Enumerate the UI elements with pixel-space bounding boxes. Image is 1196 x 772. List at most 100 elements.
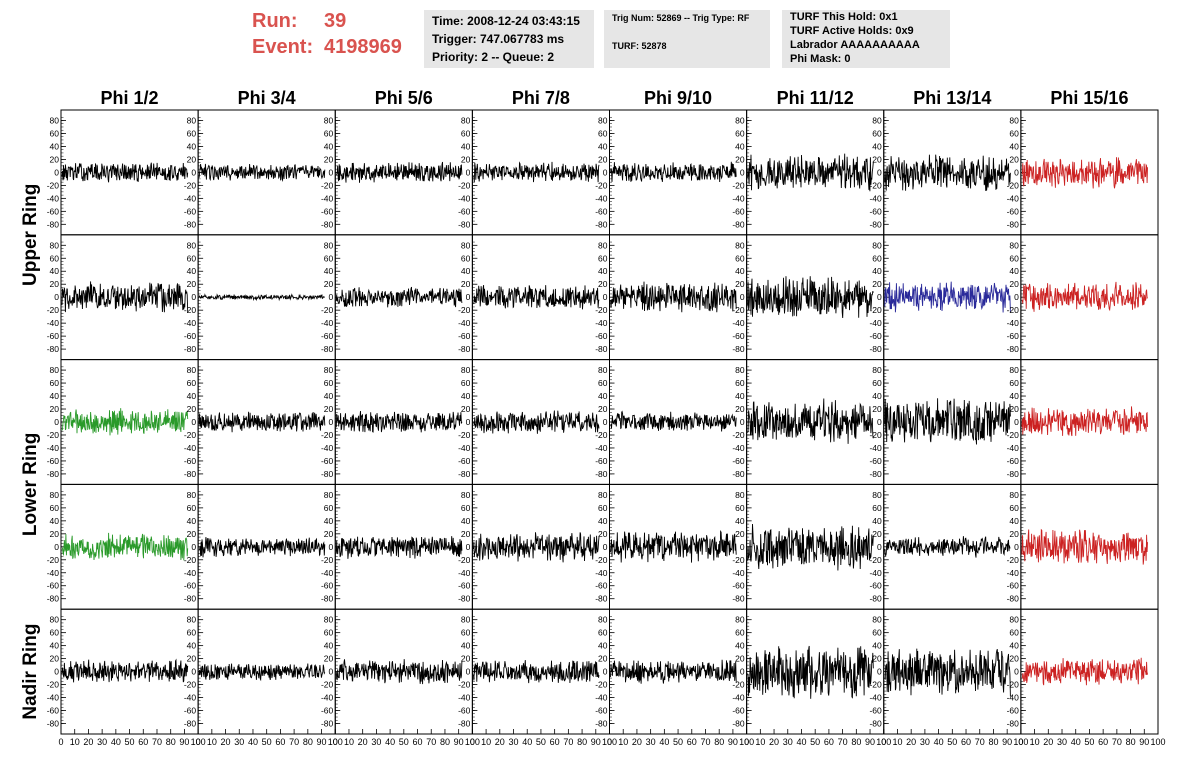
y-tick-label: 60 bbox=[1009, 378, 1019, 388]
waveform-trace-r4-c2 bbox=[198, 537, 326, 558]
y-tick-label: -80 bbox=[595, 344, 608, 354]
y-tick-label: 40 bbox=[50, 641, 60, 651]
y-tick-label: 20 bbox=[1009, 654, 1019, 664]
y-tick-label: 40 bbox=[187, 141, 197, 151]
y-tick-label: 80 bbox=[1009, 490, 1019, 500]
y-tick-label: 20 bbox=[1009, 279, 1019, 289]
y-tick-label: 40 bbox=[461, 391, 471, 401]
y-tick-label: 80 bbox=[735, 365, 745, 375]
y-tick-label: 60 bbox=[50, 628, 60, 638]
y-tick-label: 80 bbox=[1009, 240, 1019, 250]
x-tick-label: 0 bbox=[607, 737, 612, 747]
y-tick-label: 80 bbox=[872, 490, 882, 500]
y-tick-label: -80 bbox=[321, 219, 334, 229]
y-tick-label: 20 bbox=[598, 154, 608, 164]
y-tick-label: 40 bbox=[1009, 266, 1019, 276]
y-tick-label: 40 bbox=[872, 641, 882, 651]
column-title-7: Phi 13/14 bbox=[913, 88, 991, 108]
x-tick-label: 20 bbox=[221, 737, 231, 747]
x-tick-label: 20 bbox=[906, 737, 916, 747]
y-tick-label: 0 bbox=[740, 417, 745, 427]
x-tick-label: 20 bbox=[358, 737, 368, 747]
y-tick-label: 40 bbox=[50, 266, 60, 276]
column-title-2: Phi 3/4 bbox=[238, 88, 296, 108]
time-text: Time: 2008-12-24 03:43:15 bbox=[432, 14, 580, 28]
y-tick-label: 0 bbox=[191, 417, 196, 427]
x-tick-label: 80 bbox=[577, 737, 587, 747]
y-tick-label: -60 bbox=[47, 581, 60, 591]
x-tick-label: 90 bbox=[1139, 737, 1149, 747]
y-tick-label: 40 bbox=[187, 641, 197, 651]
y-tick-label: -60 bbox=[595, 706, 608, 716]
y-tick-label: -20 bbox=[1007, 555, 1020, 565]
x-tick-label: 40 bbox=[659, 737, 669, 747]
waveform-trace-r5-c4 bbox=[472, 660, 600, 684]
y-tick-label: 60 bbox=[598, 128, 608, 138]
y-tick-label: 0 bbox=[877, 167, 882, 177]
y-tick-label: 0 bbox=[54, 167, 59, 177]
x-tick-label: 40 bbox=[934, 737, 944, 747]
y-tick-label: 60 bbox=[872, 128, 882, 138]
y-tick-label: 80 bbox=[50, 365, 60, 375]
y-tick-label: 20 bbox=[461, 279, 471, 289]
y-tick-label: -40 bbox=[1007, 693, 1020, 703]
y-tick-label: -40 bbox=[595, 318, 608, 328]
x-tick-label: 80 bbox=[166, 737, 176, 747]
y-tick-label: 0 bbox=[603, 417, 608, 427]
y-tick-label: 80 bbox=[872, 240, 882, 250]
y-tick-label: 60 bbox=[872, 503, 882, 513]
x-tick-label: 20 bbox=[495, 737, 505, 747]
y-tick-label: -80 bbox=[458, 469, 471, 479]
y-tick-label: 0 bbox=[191, 292, 196, 302]
y-tick-label: -20 bbox=[869, 555, 882, 565]
y-tick-label: 20 bbox=[187, 654, 197, 664]
y-tick-label: 40 bbox=[187, 266, 197, 276]
waveform-trace-r1-c7 bbox=[884, 154, 1011, 191]
run-event-header: Run: 39 Event: 4198969 bbox=[252, 8, 422, 68]
x-tick-label: 0 bbox=[58, 737, 63, 747]
y-tick-label: -60 bbox=[184, 206, 197, 216]
y-tick-label: -20 bbox=[595, 180, 608, 190]
x-tick-label: 20 bbox=[769, 737, 779, 747]
y-tick-label: 0 bbox=[1014, 167, 1019, 177]
waveform-trace-r1-c5 bbox=[610, 161, 737, 183]
y-tick-label: -80 bbox=[595, 719, 608, 729]
y-tick-label: -80 bbox=[732, 469, 745, 479]
x-tick-label: 40 bbox=[796, 737, 806, 747]
x-tick-label: 10 bbox=[892, 737, 902, 747]
y-tick-label: 40 bbox=[598, 516, 608, 526]
y-tick-label: 40 bbox=[1009, 141, 1019, 151]
y-tick-label: 0 bbox=[1014, 292, 1019, 302]
y-tick-label: 20 bbox=[187, 154, 197, 164]
y-tick-label: -60 bbox=[184, 456, 197, 466]
y-tick-label: 60 bbox=[735, 378, 745, 388]
y-tick-label: 80 bbox=[1009, 115, 1019, 125]
y-tick-label: 40 bbox=[187, 516, 197, 526]
y-tick-label: 40 bbox=[461, 516, 471, 526]
y-tick-label: 20 bbox=[872, 529, 882, 539]
y-tick-label: -80 bbox=[458, 594, 471, 604]
waveform-trace-r5-c3 bbox=[335, 659, 463, 685]
y-tick-label: -20 bbox=[458, 430, 471, 440]
y-tick-label: -80 bbox=[732, 594, 745, 604]
y-tick-label: 60 bbox=[324, 503, 334, 513]
y-tick-label: 60 bbox=[461, 128, 471, 138]
y-tick-label: 60 bbox=[735, 628, 745, 638]
y-tick-label: 40 bbox=[598, 641, 608, 651]
x-tick-label: 40 bbox=[522, 737, 532, 747]
y-tick-label: 80 bbox=[598, 240, 608, 250]
y-tick-label: 20 bbox=[735, 654, 745, 664]
y-tick-label: 40 bbox=[50, 391, 60, 401]
row-title-3: Nadir Ring bbox=[20, 624, 41, 720]
y-tick-label: -20 bbox=[47, 680, 60, 690]
x-tick-label: 40 bbox=[385, 737, 395, 747]
y-tick-label: 40 bbox=[461, 266, 471, 276]
y-tick-label: 80 bbox=[461, 490, 471, 500]
y-tick-label: 20 bbox=[187, 404, 197, 414]
y-tick-label: -40 bbox=[458, 193, 471, 203]
y-tick-label: -80 bbox=[595, 594, 608, 604]
waveform-trace-r3-c2 bbox=[198, 411, 326, 433]
waveform-trace-r3-c5 bbox=[610, 410, 737, 432]
y-tick-label: -60 bbox=[732, 206, 745, 216]
x-tick-label: 0 bbox=[196, 737, 201, 747]
